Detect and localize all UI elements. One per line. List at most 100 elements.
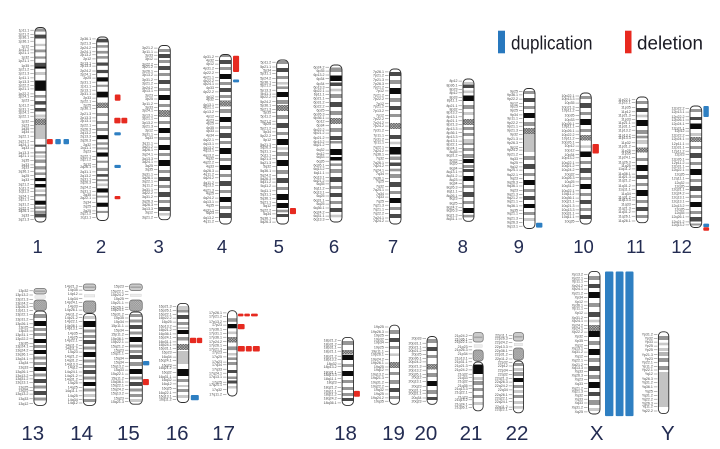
svg-text:8q35: 8q35	[450, 162, 458, 166]
svg-text:5p22.2: 5p22.2	[260, 134, 271, 138]
svg-text:3q33: 3q33	[145, 136, 153, 140]
svg-text:8p13.2: 8p13.2	[447, 110, 458, 114]
svg-text:16p13.2: 16p13.2	[159, 324, 172, 328]
svg-text:9q22.1: 9q22.1	[507, 173, 518, 177]
svg-text:8q34: 8q34	[450, 182, 458, 186]
svg-text:3q24.1: 3q24.1	[142, 160, 153, 164]
svg-text:22p36.1: 22p36.1	[495, 349, 508, 353]
svg-text:11q36.1: 11q36.1	[618, 172, 631, 176]
svg-text:6: 6	[329, 236, 339, 257]
svg-text:7q22.2: 7q22.2	[373, 212, 384, 216]
svg-text:9p11.1: 9p11.1	[507, 117, 518, 121]
svg-text:6q35: 6q35	[317, 159, 325, 163]
svg-text:4p24.1: 4p24.1	[203, 82, 214, 86]
svg-text:14p12: 14p12	[68, 292, 78, 296]
svg-text:20p25: 20p25	[412, 353, 422, 357]
svg-text:10q11.2: 10q11.2	[562, 192, 575, 196]
svg-text:Xp24.2: Xp24.2	[572, 284, 583, 288]
svg-text:8q34: 8q34	[450, 166, 458, 170]
svg-text:4q26.3: 4q26.3	[203, 169, 214, 173]
svg-text:4: 4	[217, 236, 227, 257]
svg-text:9q26.3: 9q26.3	[507, 221, 518, 225]
svg-text:1p23: 1p23	[21, 99, 29, 103]
svg-text:11q34: 11q34	[621, 192, 631, 196]
svg-text:6q11.1: 6q11.1	[314, 171, 325, 175]
svg-text:21p34: 21p34	[458, 352, 468, 356]
svg-text:21q35: 21q35	[458, 384, 468, 388]
svg-text:16q25: 16q25	[162, 387, 172, 391]
svg-text:1p24.1: 1p24.1	[18, 110, 29, 114]
svg-text:6q13.3: 6q13.3	[314, 218, 325, 222]
svg-text:22p11.1: 22p11.1	[495, 333, 508, 337]
svg-text:10q32: 10q32	[565, 173, 575, 177]
svg-text:13p32: 13p32	[18, 289, 28, 293]
svg-text:13p26.3: 13p26.3	[15, 305, 28, 309]
svg-text:Xp12: Xp12	[575, 300, 583, 304]
svg-text:13p31.2: 13p31.2	[15, 318, 28, 322]
svg-text:12q31.1: 12q31.1	[672, 188, 685, 192]
svg-text:10q35: 10q35	[565, 220, 575, 224]
svg-text:5p11.1: 5p11.1	[260, 92, 271, 96]
svg-text:4q13.2: 4q13.2	[203, 146, 214, 150]
svg-text:7p31.2: 7p31.2	[373, 129, 384, 133]
svg-text:1p11.1: 1p11.1	[19, 28, 30, 32]
svg-text:8p12: 8p12	[450, 91, 458, 95]
svg-text:4p23: 4p23	[206, 118, 214, 122]
svg-text:10p22.2: 10p22.2	[562, 133, 575, 137]
svg-text:14p13.1: 14p13.1	[65, 327, 78, 331]
svg-text:2p25: 2p25	[83, 76, 91, 80]
svg-text:13q26.1: 13q26.1	[15, 370, 28, 374]
svg-text:18p21.1: 18p21.1	[324, 349, 337, 353]
svg-text:10p35: 10p35	[565, 101, 575, 105]
svg-text:4p32: 4p32	[206, 59, 214, 63]
svg-text:2p36.1: 2p36.1	[80, 37, 91, 41]
svg-text:8p11.1: 8p11.1	[447, 99, 458, 103]
svg-text:22q26.3: 22q26.3	[495, 380, 508, 384]
svg-text:9q21.3: 9q21.3	[507, 217, 518, 221]
svg-text:13q13.1: 13q13.1	[15, 381, 28, 385]
svg-text:Xp24.2: Xp24.2	[572, 323, 583, 327]
svg-text:5p34: 5p34	[263, 69, 271, 73]
svg-text:20q34: 20q34	[412, 396, 422, 400]
svg-text:Xp22.2: Xp22.2	[572, 330, 583, 334]
svg-text:2p13.1: 2p13.1	[80, 61, 91, 65]
svg-text:13p21.3: 13p21.3	[15, 298, 28, 302]
svg-text:8p13.1: 8p13.1	[447, 139, 458, 143]
svg-text:8p21.1: 8p21.1	[447, 104, 458, 108]
svg-text:12p31.1: 12p31.1	[672, 146, 685, 150]
svg-text:22p12: 22p12	[498, 364, 508, 368]
svg-text:18q31.1: 18q31.1	[324, 370, 337, 374]
svg-text:Xq12: Xq12	[575, 343, 583, 347]
svg-text:9q33: 9q33	[510, 157, 518, 161]
svg-text:3q11.1: 3q11.1	[142, 141, 153, 145]
svg-text:8q23: 8q23	[450, 197, 458, 201]
svg-text:9p21.3: 9p21.3	[507, 129, 518, 133]
svg-text:9p21.1: 9p21.1	[507, 124, 518, 128]
svg-text:7q21.1: 7q21.1	[373, 208, 384, 212]
svg-text:16p24.1: 16p24.1	[159, 343, 172, 347]
svg-text:Xq21.2: Xq21.2	[572, 387, 583, 391]
svg-text:13q12: 13q12	[18, 402, 28, 406]
svg-text:7p24.2: 7p24.2	[373, 124, 384, 128]
svg-text:22: 22	[506, 422, 529, 445]
svg-text:1q21.3: 1q21.3	[18, 218, 29, 222]
svg-text:22q34: 22q34	[498, 388, 508, 392]
svg-text:6q26.1: 6q26.1	[314, 163, 325, 167]
svg-text:18p31.1: 18p31.1	[324, 345, 337, 349]
svg-text:16p22.2: 16p22.2	[159, 316, 172, 320]
svg-text:10q24.2: 10q24.2	[562, 168, 575, 172]
svg-text:3p24.2: 3p24.2	[142, 86, 153, 90]
svg-text:12q24.2: 12q24.2	[672, 191, 685, 195]
svg-text:7q24.2: 7q24.2	[373, 164, 384, 168]
svg-text:12p26.1: 12p26.1	[672, 157, 685, 161]
svg-text:4q24.2: 4q24.2	[203, 176, 214, 180]
svg-text:2q13.3: 2q13.3	[80, 134, 91, 138]
svg-text:Yp21.3: Yp21.3	[642, 353, 653, 357]
svg-text:1p32: 1p32	[21, 55, 29, 59]
svg-text:4p12: 4p12	[206, 62, 214, 66]
svg-text:3p21.3: 3p21.3	[142, 125, 153, 129]
svg-text:8p36.1: 8p36.1	[447, 131, 458, 135]
svg-text:10p13.2: 10p13.2	[562, 156, 575, 160]
svg-text:12p22.2: 12p22.2	[672, 134, 685, 138]
svg-text:9q36.1: 9q36.1	[507, 204, 518, 208]
